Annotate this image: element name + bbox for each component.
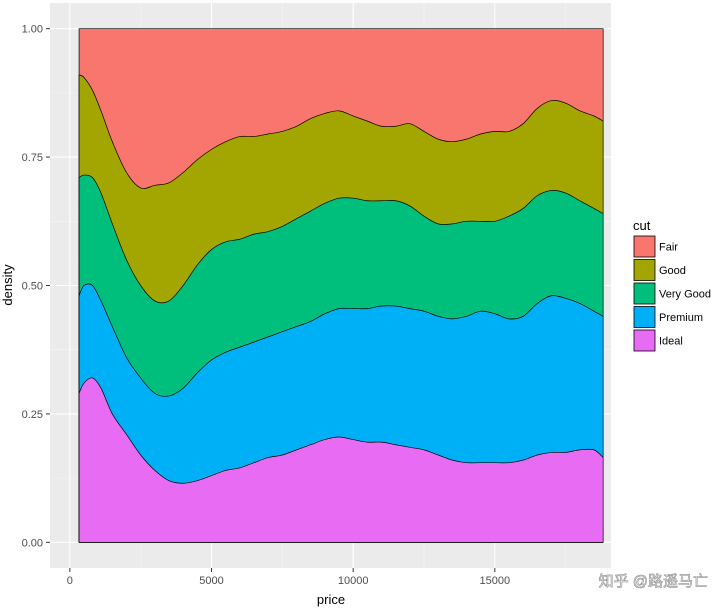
x-axis-title: price: [317, 592, 345, 607]
x-tick-label: 15000: [480, 575, 511, 587]
legend-key-premium: [633, 306, 656, 328]
y-axis-title: density: [0, 264, 15, 306]
y-axis: 0.00 0.25 0.50 0.75 1.00: [22, 24, 50, 549]
x-tick-label: 5000: [199, 575, 223, 587]
y-tick-label: 0.25: [22, 409, 43, 421]
x-tick-label: 10000: [338, 575, 369, 587]
legend-key-ideal: [633, 329, 656, 352]
y-tick-label: 0.50: [22, 281, 43, 293]
legend-label-good: Good: [659, 265, 686, 277]
legend-key-fair: [633, 235, 656, 258]
legend-key-very-good: [633, 282, 656, 305]
area-ideal: [78, 377, 604, 543]
x-tick-label: 0: [67, 575, 73, 587]
legend-label-fair: Fair: [659, 242, 678, 254]
legend-label-very-good: Very Good: [659, 289, 711, 301]
stacked-areas: [78, 28, 604, 543]
legend-label-ideal: Ideal: [659, 336, 683, 348]
y-tick-label: 0.75: [22, 152, 43, 164]
legend-label-premium: Premium: [659, 312, 703, 324]
legend: cut Fair Good Very Good Premium Ideal: [633, 218, 711, 352]
legend-key-good: [633, 259, 656, 281]
y-tick-label: 0.00: [22, 537, 43, 549]
y-tick-label: 1.00: [22, 24, 43, 36]
legend-title: cut: [633, 218, 651, 233]
watermark: 知乎 @路遥马亡: [599, 573, 708, 590]
x-axis: 0 5000 10000 15000: [67, 568, 510, 587]
